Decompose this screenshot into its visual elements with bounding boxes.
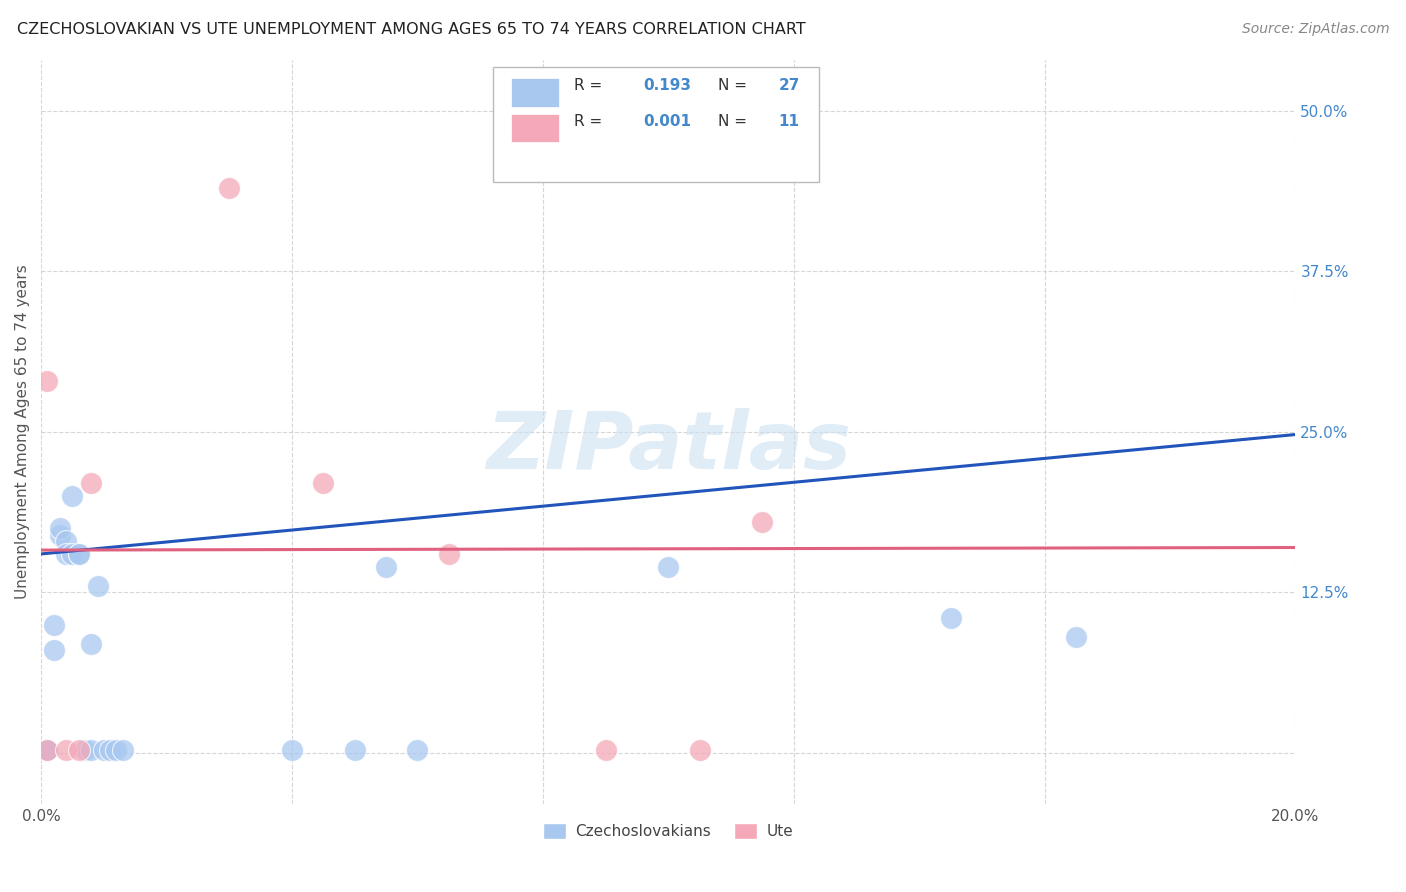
Point [37, 743, 59, 757]
Point [93, 743, 115, 757]
Point [281, 743, 304, 757]
Point [437, 547, 460, 561]
Text: Source: ZipAtlas.com: Source: ZipAtlas.com [1241, 22, 1389, 37]
Point [105, 743, 128, 757]
Point [111, 743, 134, 757]
Point [42, 643, 65, 657]
Point [343, 743, 366, 757]
Point [595, 743, 617, 757]
Point [80, 476, 103, 491]
Point [98, 743, 121, 757]
Point [375, 559, 398, 574]
Point [55, 547, 77, 561]
Point [218, 181, 240, 195]
Text: 0.193: 0.193 [643, 78, 692, 93]
Text: R =: R = [574, 113, 607, 128]
Point [67, 547, 90, 561]
Point [49, 527, 72, 541]
Y-axis label: Unemployment Among Ages 65 to 74 years: Unemployment Among Ages 65 to 74 years [15, 265, 30, 599]
Point [62, 489, 84, 503]
Text: R =: R = [574, 78, 607, 93]
Point [42, 617, 65, 632]
Point [939, 611, 962, 625]
Point [37, 743, 59, 757]
Point [657, 559, 679, 574]
Text: N =: N = [718, 78, 752, 93]
Point [55, 743, 77, 757]
Legend: Czechoslovakians, Ute: Czechoslovakians, Ute [537, 817, 799, 845]
Point [80, 743, 103, 757]
Point [86, 579, 108, 593]
Text: 27: 27 [779, 78, 800, 93]
Point [37, 374, 59, 388]
FancyBboxPatch shape [512, 78, 560, 106]
Point [1064, 631, 1087, 645]
Point [55, 534, 77, 549]
Point [37, 743, 59, 757]
FancyBboxPatch shape [512, 114, 560, 142]
Point [67, 547, 90, 561]
Text: 11: 11 [779, 113, 800, 128]
Point [67, 743, 90, 757]
FancyBboxPatch shape [492, 67, 818, 183]
Point [689, 743, 711, 757]
Point [73, 743, 96, 757]
Text: 0.001: 0.001 [643, 113, 692, 128]
Point [80, 637, 103, 651]
Point [62, 547, 84, 561]
Point [406, 743, 429, 757]
Point [312, 476, 335, 491]
Point [49, 521, 72, 535]
Point [751, 515, 773, 529]
Text: N =: N = [718, 113, 752, 128]
Text: ZIPatlas: ZIPatlas [486, 408, 851, 486]
Text: CZECHOSLOVAKIAN VS UTE UNEMPLOYMENT AMONG AGES 65 TO 74 YEARS CORRELATION CHART: CZECHOSLOVAKIAN VS UTE UNEMPLOYMENT AMON… [17, 22, 806, 37]
